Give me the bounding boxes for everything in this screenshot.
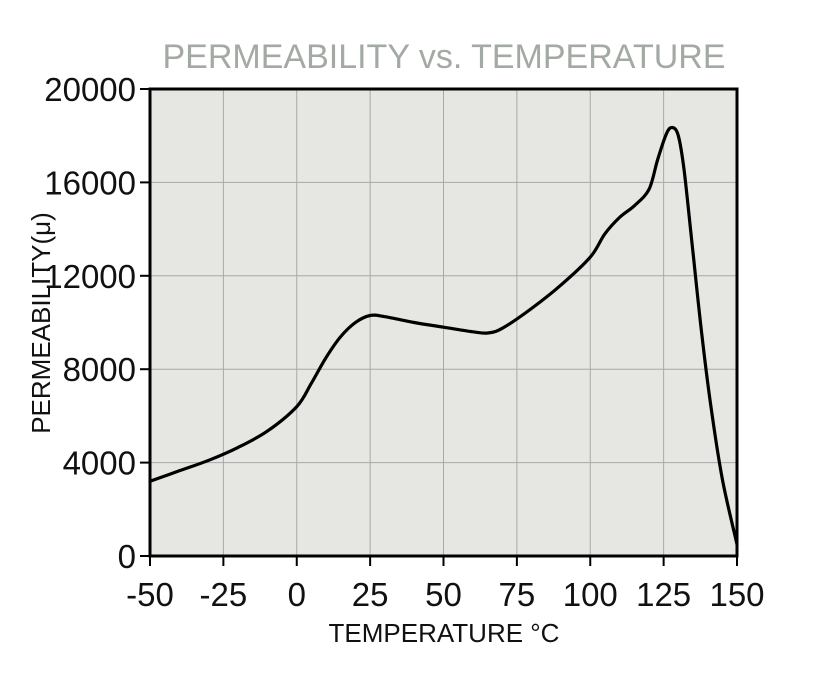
plot-frame <box>148 87 739 558</box>
y-tick-label: 12000 <box>44 258 136 295</box>
x-tick-label: 150 <box>709 576 764 613</box>
y-tick-label: 0 <box>118 538 136 575</box>
axis-ticks <box>140 88 738 566</box>
y-axis-label: PERMEABILITY(μ) <box>26 212 56 434</box>
x-tick-label: 0 <box>288 576 306 613</box>
y-tick-label: 16000 <box>44 164 136 201</box>
x-axis-label: TEMPERATURE °C <box>329 618 560 648</box>
x-tick-label: -25 <box>200 576 248 613</box>
y-tick-labels: 0 4000 8000 12000 16000 20000 <box>44 71 136 575</box>
y-tick-label: 4000 <box>63 445 136 482</box>
x-tick-label: -50 <box>126 576 174 613</box>
x-tick-label: 25 <box>352 576 389 613</box>
x-tick-label: 100 <box>563 576 618 613</box>
x-tick-label: 75 <box>499 576 536 613</box>
chart-title: PERMEABILITY vs. TEMPERATURE <box>162 38 725 76</box>
y-tick-label: 20000 <box>44 71 136 108</box>
x-tick-label: 50 <box>425 576 462 613</box>
permeability-curve <box>148 125 739 546</box>
y-tick-label: 8000 <box>63 351 136 388</box>
x-tick-label: 125 <box>636 576 691 613</box>
x-tick-labels: -50 -25 0 25 50 75 100 125 150 <box>126 576 764 613</box>
